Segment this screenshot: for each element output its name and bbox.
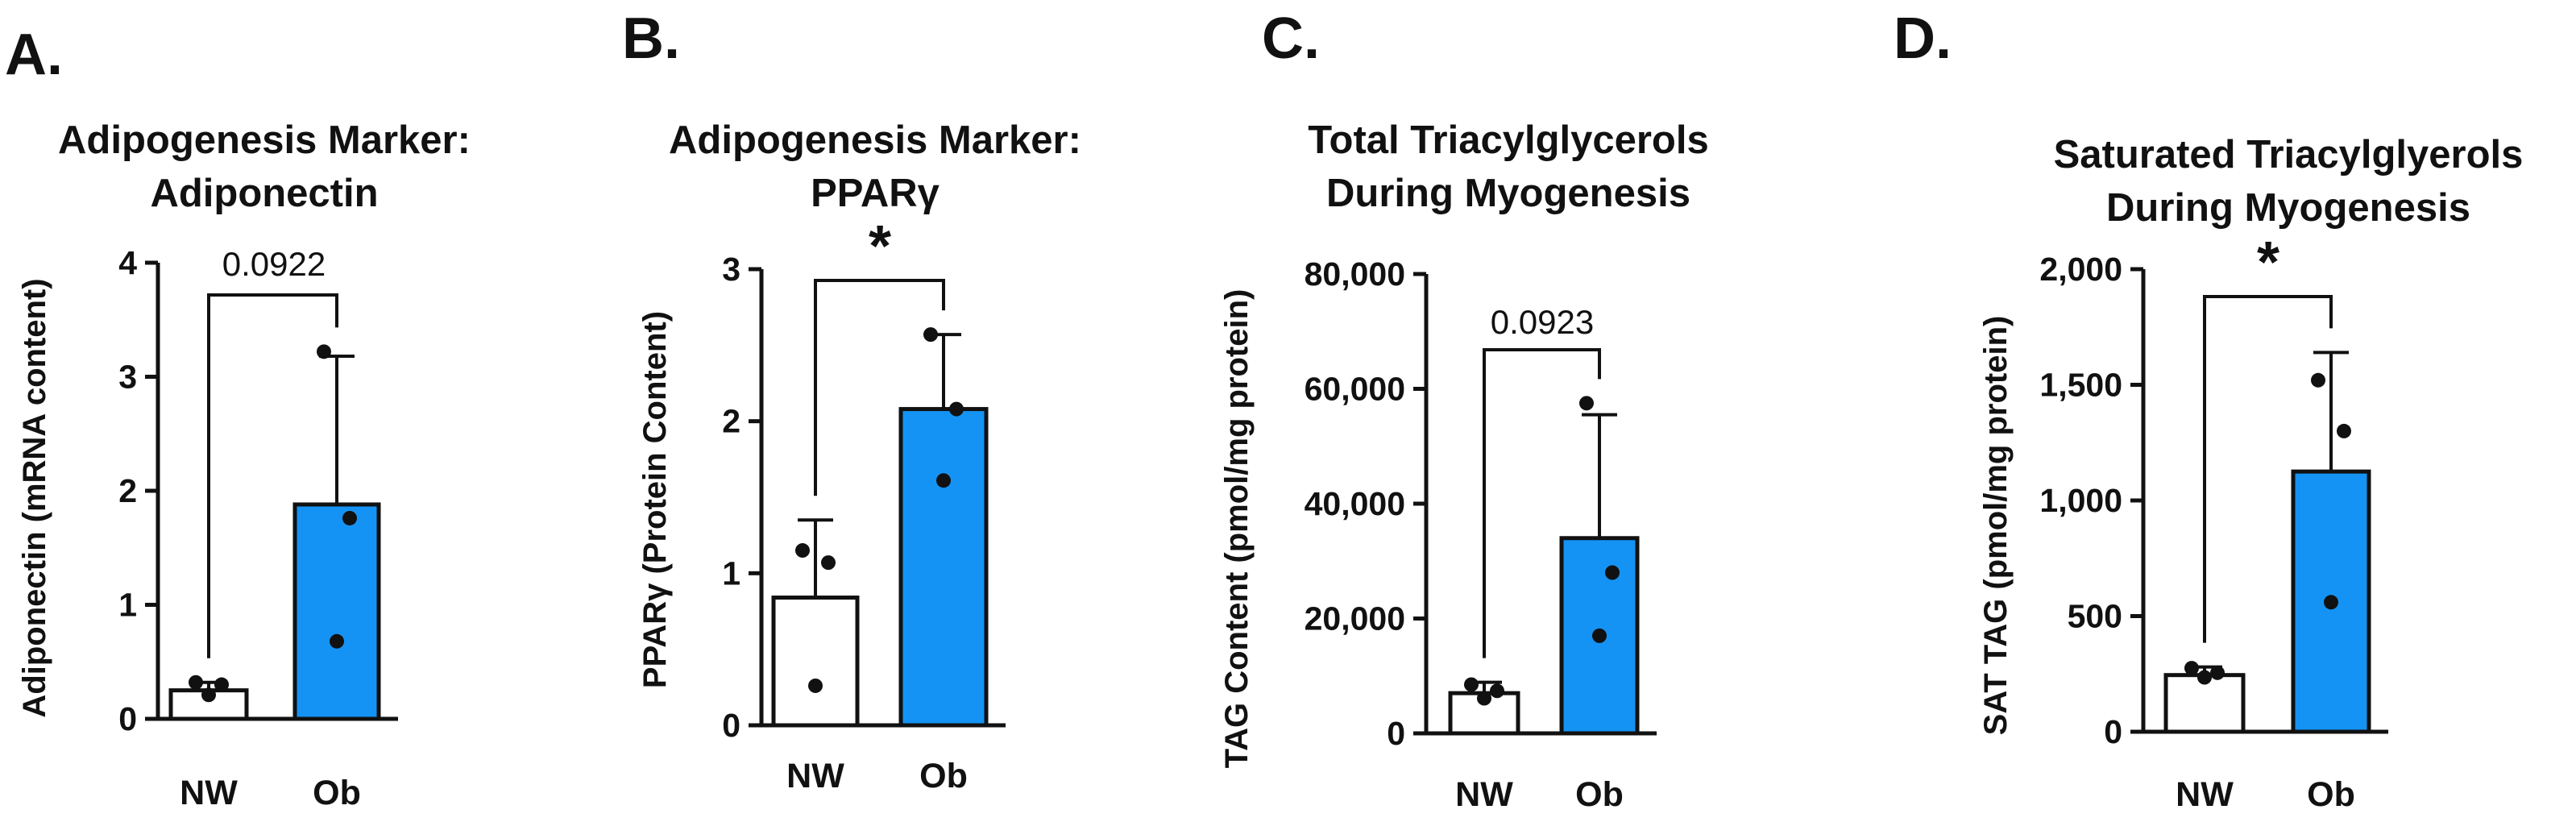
panel-b-label: B. (622, 6, 680, 71)
panel-b-category-nw: NW (786, 757, 844, 795)
data-point (1490, 683, 1504, 699)
panel-d-label: D. (1894, 6, 1952, 71)
data-point (936, 473, 951, 488)
panel-a-category-nw: NW (180, 774, 238, 812)
panel-c: C. Total Triacylglycerols During Myogene… (1219, 6, 1709, 814)
panel-c-category-ob: Ob (1575, 775, 1624, 814)
panel-d-title-line-1: Saturated Triacylglyerols (2054, 133, 2524, 176)
data-point (330, 633, 344, 649)
y-tick-label: 0 (1387, 715, 1405, 752)
data-point (821, 555, 836, 571)
panel-a-significance-label: 0.0922 (222, 245, 326, 283)
panel-c-title-line-2: During Myogenesis (1326, 172, 1690, 215)
y-tick-label: 40,000 (1305, 485, 1405, 522)
y-tick-label: 2 (722, 403, 740, 440)
panel-b: B. Adipogenesis Marker: PPARγ PPARγ (Pro… (622, 6, 1081, 795)
significance-bracket (207, 293, 338, 658)
panel-b-title-line-2: PPARγ (811, 172, 940, 215)
panel-c-axes: 0 20,000 40,000 60,000 80,000 (1305, 255, 1657, 752)
data-point (189, 675, 203, 690)
y-tick-label: 0 (118, 700, 137, 737)
data-point (795, 543, 810, 558)
panel-d-title-line-2: During Myogenesis (2106, 186, 2470, 230)
data-point (2197, 670, 2212, 685)
panel-a-title-line-2: Adiponectin (150, 172, 378, 215)
y-tick-label: 3 (722, 251, 740, 288)
panel-b-y-axis-label: PPARγ (Protein Content) (637, 311, 673, 688)
data-point (1477, 691, 1491, 706)
y-tick-label: 60,000 (1305, 371, 1405, 408)
panel-c-y-axis-label: TAG Content (pmol/mg protein) (1219, 289, 1255, 769)
y-tick-label: 1,500 (2039, 367, 2122, 404)
significance-bracket (1483, 348, 1601, 658)
data-point (1464, 677, 1479, 692)
y-tick-label: 0 (722, 707, 740, 744)
y-tick-label: 4 (118, 244, 137, 281)
y-tick-label: 80,000 (1305, 255, 1405, 293)
y-tick-label: 0 (2104, 713, 2122, 750)
y-tick-label: 20,000 (1305, 600, 1405, 637)
panel-a-label: A. (5, 23, 63, 87)
data-point (1592, 628, 1607, 643)
data-point (1605, 565, 1620, 580)
bar-ob (292, 502, 381, 721)
panel-a-category-ob: Ob (313, 774, 361, 812)
y-tick-label: 3 (118, 359, 137, 396)
bar-ob (1559, 536, 1640, 736)
panel-b-title-line-1: Adipogenesis Marker: (669, 118, 1081, 162)
data-point (2337, 423, 2351, 438)
panel-c-category-nw: NW (1455, 775, 1513, 814)
y-tick-label: 1,000 (2039, 482, 2122, 519)
bar-nw (771, 596, 860, 728)
y-tick-label: 1 (118, 587, 137, 624)
data-point (1579, 396, 1594, 411)
data-point (214, 677, 229, 692)
data-point (2324, 595, 2338, 610)
panel-d-significance-star: * (2257, 230, 2279, 295)
data-point (201, 687, 216, 703)
panel-d: D. Saturated Triacylglyerols During Myog… (1894, 6, 2523, 814)
significance-bracket (814, 279, 945, 496)
data-point (808, 678, 823, 693)
data-point (949, 401, 964, 417)
data-point (2184, 661, 2199, 676)
data-point (317, 344, 331, 359)
panel-c-title-line-1: Total Triacylglycerols (1308, 118, 1708, 162)
bar-ob (898, 407, 989, 728)
data-point (2311, 372, 2325, 388)
data-point (923, 327, 938, 342)
panel-d-axes: 0 500 1,000 1,500 2,000 (2039, 251, 2388, 750)
panel-a-y-axis-label: Adiponectin (mRNA content) (17, 278, 52, 717)
panel-c-label: C. (1262, 6, 1320, 71)
panel-a: A. Adipogenesis Marker: Adiponectin Adip… (5, 23, 471, 812)
data-point (342, 510, 357, 525)
significance-bracket (2203, 295, 2333, 643)
panel-d-category-ob: Ob (2307, 775, 2355, 814)
panel-d-y-axis-label: SAT TAG (pmol/mg protein) (1978, 316, 2014, 736)
panel-a-axes: 0 1 2 3 4 (118, 244, 398, 737)
panel-c-significance-label: 0.0923 (1491, 303, 1594, 341)
y-tick-label: 1 (722, 554, 740, 592)
y-tick-label: 2 (118, 472, 137, 509)
panel-b-axes: 0 1 2 3 (722, 251, 1006, 744)
panel-b-significance-star: * (869, 214, 891, 279)
panel-a-title-line-1: Adipogenesis Marker: (58, 118, 471, 162)
y-tick-label: 2,000 (2039, 251, 2122, 288)
panel-b-category-ob: Ob (919, 757, 968, 795)
panel-d-category-nw: NW (2176, 775, 2234, 814)
data-point (2210, 665, 2225, 680)
y-tick-label: 500 (2068, 598, 2122, 635)
